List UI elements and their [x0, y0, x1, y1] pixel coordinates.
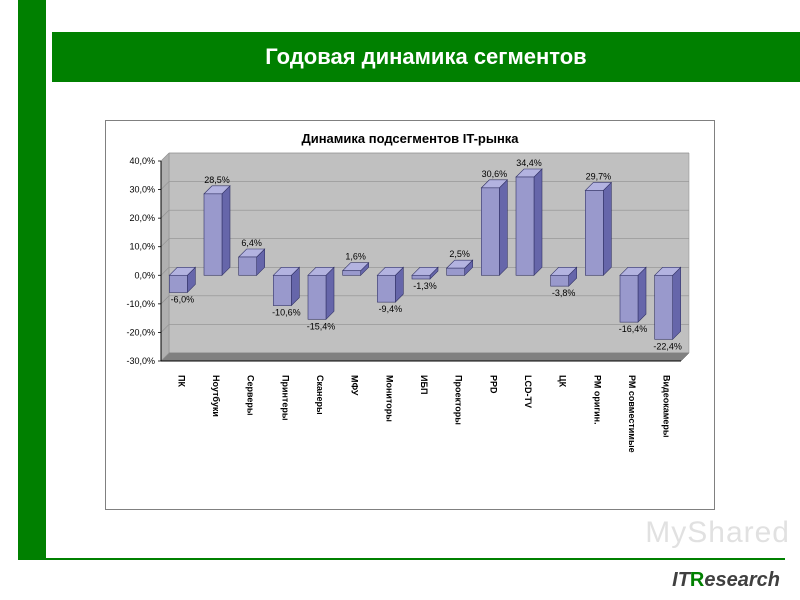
svg-text:30,6%: 30,6% — [482, 169, 508, 179]
svg-text:29,7%: 29,7% — [586, 171, 612, 181]
footer-divider — [18, 558, 785, 560]
svg-text:-9,4%: -9,4% — [379, 304, 403, 314]
svg-text:-10,0%: -10,0% — [126, 299, 155, 309]
svg-text:10,0%: 10,0% — [129, 242, 155, 252]
svg-text:Мониторы: Мониторы — [384, 375, 394, 422]
left-accent-bar — [18, 0, 46, 560]
svg-text:-20,0%: -20,0% — [126, 327, 155, 337]
svg-text:LCD-TV: LCD-TV — [523, 375, 533, 408]
logo: ITResearch — [672, 569, 780, 592]
svg-text:РМ оригин.: РМ оригин. — [592, 375, 602, 425]
svg-text:Сканеры: Сканеры — [315, 375, 325, 415]
page-title: Годовая динамика сегментов — [265, 44, 586, 70]
svg-text:30,0%: 30,0% — [129, 185, 155, 195]
svg-text:6,4%: 6,4% — [241, 238, 262, 248]
svg-text:2,5%: 2,5% — [449, 249, 470, 259]
chart-frame: Динамика подсегментов IT-рынка -30,0% -20… — [105, 120, 715, 510]
svg-text:1,6%: 1,6% — [345, 252, 366, 262]
logo-it: IT — [672, 569, 690, 591]
svg-text:20,0%: 20,0% — [129, 213, 155, 223]
svg-text:-6,0%: -6,0% — [171, 294, 195, 304]
svg-text:-30,0%: -30,0% — [126, 356, 155, 366]
svg-text:-1,3%: -1,3% — [413, 281, 437, 291]
svg-text:34,4%: 34,4% — [516, 158, 542, 168]
svg-text:0,0%: 0,0% — [134, 270, 155, 280]
logo-rest: esearch — [704, 569, 780, 591]
bar-chart: -30,0% -20,0% -10,0% 0,0% 10,0% 20,0% 30,0% 40,… — [106, 151, 716, 501]
svg-text:РМ совместимые: РМ совместимые — [627, 375, 637, 453]
svg-text:ЦК: ЦК — [558, 375, 568, 388]
chart-title: Динамика подсегментов IT-рынка — [106, 121, 714, 152]
page-title-band: Годовая динамика сегментов — [52, 32, 800, 82]
svg-text:28,5%: 28,5% — [204, 175, 230, 185]
svg-text:-22,4%: -22,4% — [653, 341, 682, 351]
svg-text:40,0%: 40,0% — [129, 156, 155, 166]
logo-r: R — [690, 569, 704, 591]
svg-text:-15,4%: -15,4% — [307, 321, 336, 331]
svg-text:ПК: ПК — [176, 375, 186, 387]
svg-text:ИБП: ИБП — [419, 375, 429, 394]
svg-text:Ноутбуки: Ноутбуки — [211, 375, 221, 417]
svg-text:Принтеры: Принтеры — [280, 375, 290, 421]
svg-text:-10,6%: -10,6% — [272, 308, 301, 318]
svg-text:-3,8%: -3,8% — [552, 288, 576, 298]
svg-text:Серверы: Серверы — [246, 375, 256, 416]
watermark: MyShared — [645, 516, 790, 550]
svg-text:Проекторы: Проекторы — [454, 375, 464, 425]
svg-text:МФУ: МФУ — [350, 375, 360, 396]
svg-text:PPD: PPD — [488, 375, 498, 394]
svg-text:Видеокамеры: Видеокамеры — [662, 375, 672, 438]
svg-text:-16,4%: -16,4% — [619, 324, 648, 334]
